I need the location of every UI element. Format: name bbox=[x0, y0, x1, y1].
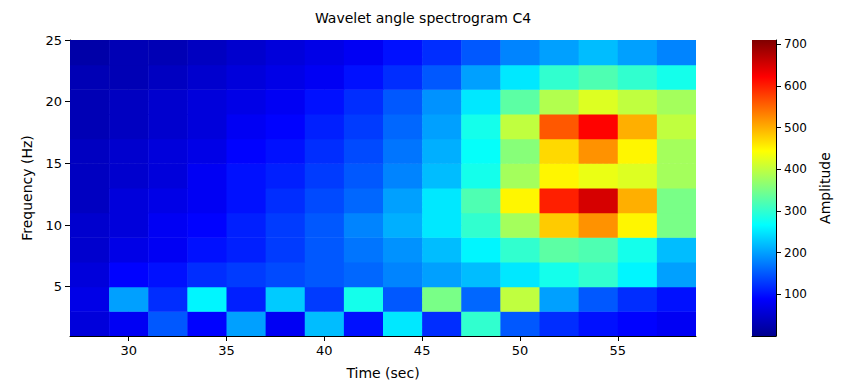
svg-text:5: 5 bbox=[54, 279, 62, 294]
svg-text:100: 100 bbox=[784, 287, 807, 301]
svg-text:Time (sec): Time (sec) bbox=[345, 365, 419, 381]
svg-text:40: 40 bbox=[316, 343, 333, 358]
svg-text:35: 35 bbox=[218, 343, 235, 358]
svg-text:30: 30 bbox=[120, 343, 137, 358]
svg-text:25: 25 bbox=[45, 33, 62, 48]
svg-text:600: 600 bbox=[784, 79, 807, 93]
svg-text:10: 10 bbox=[45, 218, 62, 233]
svg-text:Frequency (Hz): Frequency (Hz) bbox=[19, 135, 35, 241]
svg-text:200: 200 bbox=[784, 246, 807, 260]
svg-text:300: 300 bbox=[784, 204, 807, 218]
svg-text:700: 700 bbox=[784, 37, 807, 51]
svg-text:50: 50 bbox=[512, 343, 529, 358]
svg-text:45: 45 bbox=[414, 343, 431, 358]
svg-text:20: 20 bbox=[45, 94, 62, 109]
svg-text:500: 500 bbox=[784, 121, 807, 135]
svg-text:15: 15 bbox=[45, 156, 62, 171]
svg-text:Amplitude: Amplitude bbox=[817, 152, 833, 224]
svg-text:55: 55 bbox=[609, 343, 626, 358]
svg-text:400: 400 bbox=[784, 162, 807, 176]
svg-text:Wavelet angle spectrogram C4: Wavelet angle spectrogram C4 bbox=[315, 10, 531, 26]
